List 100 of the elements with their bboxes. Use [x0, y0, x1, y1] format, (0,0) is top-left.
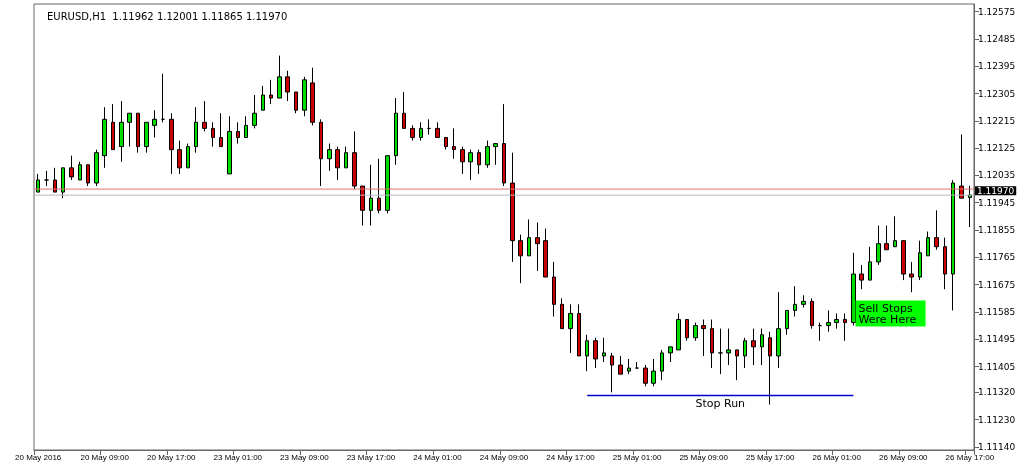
- candlestick: [710, 319, 714, 369]
- candlestick: [385, 155, 390, 214]
- candlestick: [310, 67, 315, 126]
- candlestick: [701, 319, 706, 357]
- candlestick: [909, 261, 914, 293]
- y-tick-label: 1.12305: [978, 88, 1016, 99]
- candlestick: [743, 337, 747, 369]
- candlestick: [760, 328, 764, 366]
- candlestick: [94, 149, 99, 187]
- candlestick: [868, 246, 872, 281]
- candlestick: [194, 106, 198, 154]
- candlestick: [552, 261, 556, 317]
- y-tick-label: 1.11140: [978, 441, 1016, 452]
- candlestick: [568, 303, 573, 354]
- candlestick: [627, 358, 631, 375]
- candlestick: [169, 112, 174, 175]
- candlestick: [452, 127, 456, 160]
- candlestick: [610, 352, 614, 393]
- candlestick: [252, 94, 257, 129]
- candlestick: [227, 115, 232, 175]
- candlestick: [843, 312, 847, 342]
- candlestick: [776, 291, 781, 369]
- candlestick: [834, 312, 839, 330]
- candlestick: [152, 109, 157, 138]
- candlestick: [394, 97, 398, 166]
- x-tick-label: 20 May 17:00: [147, 452, 197, 462]
- annotation: Sell Stops Were Here: [858, 301, 917, 326]
- candlestick: [419, 121, 423, 142]
- candlestick: [510, 152, 515, 263]
- x-tick-label: 26 May 09:00: [879, 452, 929, 462]
- candlestick: [435, 121, 440, 138]
- candlestick: [926, 231, 930, 257]
- candlestick: [344, 146, 348, 169]
- candlestick: [244, 115, 248, 138]
- candlestick: [177, 140, 182, 175]
- x-tick-label: 25 May 17:00: [745, 452, 795, 462]
- y-tick-label: 1.12485: [978, 33, 1016, 44]
- x-tick-label: 23 May 17:00: [346, 452, 396, 462]
- candlestick: [651, 358, 656, 387]
- candlestick: [968, 185, 972, 228]
- candlestick: [468, 149, 473, 181]
- candlestick: [410, 124, 415, 142]
- candlestick: [327, 143, 332, 172]
- y-tick-label: 1.12125: [978, 143, 1016, 154]
- candlestick: [161, 73, 165, 123]
- candlestick: [127, 112, 132, 148]
- x-tick-label: 26 May 01:00: [812, 452, 862, 462]
- candlestick: [901, 240, 906, 281]
- candlestick: [219, 112, 223, 148]
- series-label: Stop Run: [695, 397, 746, 411]
- candlestick: [211, 121, 215, 148]
- candlestick: [826, 309, 831, 333]
- candlestick: [801, 294, 806, 308]
- x-tick-label: 25 May 09:00: [679, 452, 729, 462]
- candlestick: [893, 215, 897, 248]
- candlestick: [518, 234, 523, 284]
- y-tick-label: 1.12575: [978, 6, 1016, 17]
- candlestick: [294, 91, 298, 114]
- candlestick: [285, 70, 290, 102]
- candlestick: [918, 240, 922, 281]
- y-tick-label: 1.12215: [978, 115, 1016, 126]
- candlestick: [427, 118, 431, 135]
- candlestick: [851, 252, 856, 327]
- ref-line-label: 1.11970: [977, 185, 1015, 196]
- candlestick: [261, 85, 265, 111]
- y-tick-label: 1.12395: [978, 61, 1016, 72]
- candlestick: [78, 161, 82, 181]
- x-tick-label: 23 May 01:00: [213, 452, 263, 462]
- candlestick: [676, 312, 681, 351]
- candlestick: [44, 170, 49, 187]
- candlestick: [585, 334, 589, 372]
- candlestick: [485, 140, 490, 169]
- candlestick: [751, 328, 756, 366]
- y-tick-label: 1.11405: [978, 361, 1016, 372]
- candlestick: [102, 106, 107, 169]
- y-tick-label: 1.11585: [978, 306, 1016, 317]
- candlestick: [943, 237, 947, 290]
- candlestick: [369, 164, 373, 226]
- candlestick: [768, 331, 772, 405]
- candlestick: [302, 76, 307, 117]
- x-tick-label: 20 May 2016: [15, 452, 62, 462]
- candlestick: [269, 79, 273, 105]
- x-tick-label: 24 May 17:00: [546, 452, 596, 462]
- candlestick: [335, 146, 340, 181]
- candlestick: [477, 149, 481, 175]
- candlestick: [934, 209, 939, 251]
- candlestick: [668, 346, 673, 363]
- candlestick: [735, 349, 739, 381]
- candlestick: [277, 55, 282, 99]
- x-tick-label: 26 May 17:00: [945, 452, 995, 462]
- candlestick: [202, 100, 207, 132]
- candlestick: [69, 155, 74, 181]
- y-tick-label: 1.11320: [978, 387, 1016, 398]
- candlestick: [560, 297, 564, 330]
- candlestick: [660, 349, 664, 381]
- candlestick: [951, 179, 955, 311]
- y-tick-label: 1.12035: [978, 170, 1016, 181]
- x-tick-label: 25 May 01:00: [612, 452, 662, 462]
- candlestick: [602, 337, 606, 363]
- candlestick: [618, 355, 623, 375]
